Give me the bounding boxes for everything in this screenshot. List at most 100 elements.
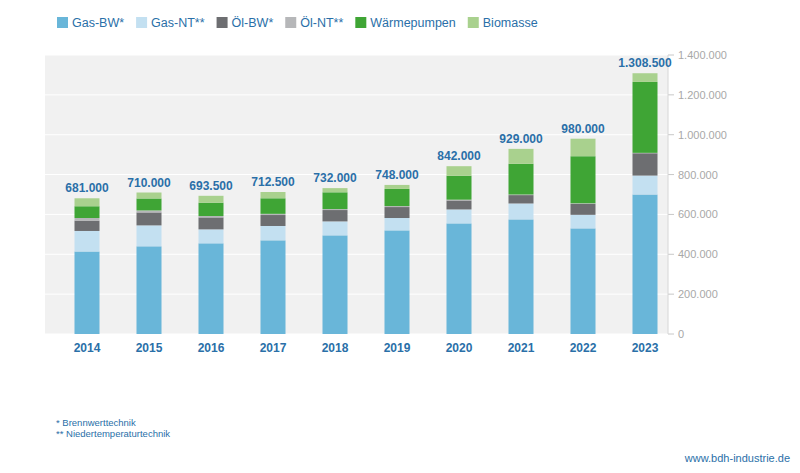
bar-segment	[385, 207, 410, 218]
total-label: 693.500	[189, 179, 233, 193]
bar-segment	[75, 218, 100, 221]
tick-label: 800.000	[678, 169, 718, 181]
bar-segment	[261, 226, 286, 240]
category-label: 2017	[260, 341, 287, 355]
total-label: 1.308.500	[618, 56, 672, 70]
tick-label: 600.000	[678, 208, 718, 220]
bar-segment	[323, 192, 348, 209]
bar-segment	[509, 195, 534, 203]
legend-label: Öl-NT**	[300, 16, 343, 30]
bar-segment	[323, 188, 348, 192]
bar-segment	[137, 246, 162, 334]
tick-mark	[668, 134, 674, 135]
total-label: 681.000	[65, 181, 109, 195]
legend-swatch	[217, 17, 228, 28]
bar-segment	[571, 156, 596, 203]
bar-segment	[199, 216, 224, 217]
category-label: 2014	[74, 341, 101, 355]
footnote: * Brennwerttechnik	[56, 417, 136, 428]
bar-segment	[261, 214, 286, 215]
legend-swatch	[285, 17, 296, 28]
footnote: ** Niedertemperaturtechnik	[56, 428, 170, 439]
bar-segment	[261, 240, 286, 334]
bar-segment	[509, 219, 534, 334]
bar-segment	[261, 215, 286, 226]
tick-mark	[668, 214, 674, 215]
bar-segment	[261, 192, 286, 198]
bar-segment	[137, 212, 162, 225]
bar-segment	[571, 204, 596, 215]
tick-mark	[668, 334, 674, 335]
bar-segment	[261, 198, 286, 214]
plot-background	[45, 55, 668, 334]
bar-segment	[633, 73, 658, 82]
bar-segment	[137, 198, 162, 210]
bar-segment	[571, 215, 596, 229]
tick-label: 0	[678, 328, 684, 340]
legend-swatch	[136, 17, 147, 28]
texts: 2014681.0002015710.0002016693.5002017712…	[65, 56, 672, 355]
category-label: 2020	[446, 341, 473, 355]
legend-label: Gas-BW*	[72, 16, 124, 30]
source: www.bdh-industrie.de	[684, 452, 790, 464]
category-label: 2023	[632, 341, 659, 355]
total-label: 732.000	[313, 171, 357, 185]
grid-line	[45, 94, 668, 95]
bar-segment	[199, 229, 224, 243]
legend-label: Biomasse	[483, 16, 538, 30]
tick-mark	[668, 294, 674, 295]
total-label: 712.500	[251, 175, 295, 189]
tick-mark	[668, 174, 674, 175]
total-label: 929.000	[499, 132, 543, 146]
legend-label: Gas-NT**	[151, 16, 205, 30]
bar-segment	[199, 243, 224, 334]
bar-segment	[137, 225, 162, 246]
bar-segment	[633, 176, 658, 195]
category-label: 2018	[322, 341, 349, 355]
bar-segment	[75, 221, 100, 231]
bar-segment	[447, 223, 472, 334]
bar-segment	[571, 139, 596, 157]
bar-segment	[323, 221, 348, 235]
legend-label: Wärmepumpen	[370, 16, 455, 30]
bar-segment	[385, 230, 410, 334]
legend-swatch	[468, 17, 479, 28]
bar-segment	[137, 193, 162, 199]
bar-segment	[385, 185, 410, 189]
bar-segment	[323, 210, 348, 221]
legend-swatch	[57, 17, 68, 28]
bar-segment	[137, 210, 162, 212]
tick-label: 400.000	[678, 248, 718, 260]
category-label: 2022	[570, 341, 597, 355]
grid-line	[45, 55, 668, 56]
bar-segment	[571, 228, 596, 334]
bar-segment	[633, 82, 658, 153]
category-label: 2016	[198, 341, 225, 355]
bar-segment	[75, 251, 100, 334]
bar-segment	[509, 164, 534, 195]
tick-mark	[668, 94, 674, 95]
total-label: 842.000	[437, 149, 481, 163]
category-label: 2021	[508, 341, 535, 355]
total-label: 748.000	[375, 168, 419, 182]
total-label: 980.000	[561, 122, 605, 136]
bar-segment	[323, 235, 348, 334]
bar-segment	[509, 149, 534, 164]
bar-segment	[199, 203, 224, 216]
bars	[75, 73, 658, 334]
tick-label: 200.000	[678, 288, 718, 300]
legend-label: Öl-BW*	[232, 16, 274, 30]
category-label: 2015	[136, 341, 163, 355]
category-label: 2019	[384, 341, 411, 355]
bar-segment	[447, 200, 472, 209]
legend-swatch	[355, 17, 366, 28]
bar-segment	[447, 209, 472, 223]
tick-mark	[668, 254, 674, 255]
bar-segment	[199, 217, 224, 229]
bar-segment	[199, 196, 224, 203]
bar-segment	[75, 231, 100, 252]
tick-label: 1.200.000	[678, 89, 727, 101]
chart: 0200.000400.000600.000800.0001.000.0001.…	[0, 0, 800, 473]
bar-segment	[75, 198, 100, 206]
bar-segment	[509, 203, 534, 219]
